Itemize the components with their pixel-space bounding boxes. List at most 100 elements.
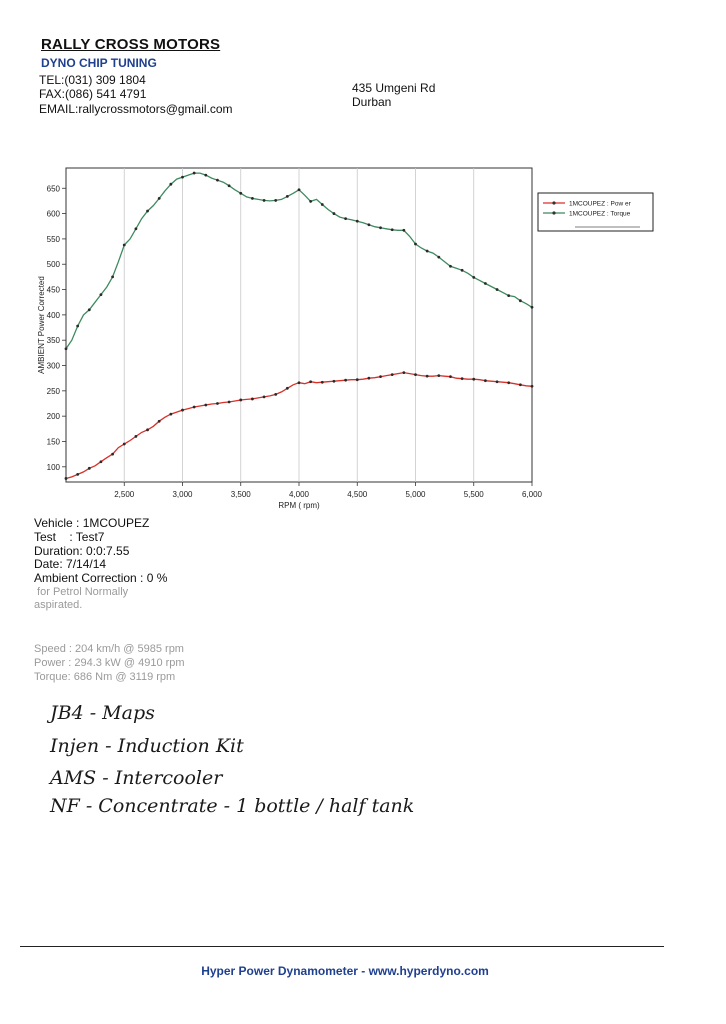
data-point-torque (64, 347, 68, 351)
footer-text: Hyper Power Dynamometer - www.hyperdyno.… (201, 964, 489, 978)
data-point-torque (425, 249, 429, 253)
date-line: Date: 7/14/14 (34, 557, 107, 571)
data-point-power (146, 428, 149, 432)
data-point-power (472, 377, 476, 381)
data-point-torque (530, 305, 534, 309)
legend-marker-torque (552, 211, 556, 215)
data-point-power (484, 379, 487, 383)
data-point-power (76, 473, 80, 476)
data-point-torque (344, 217, 347, 221)
data-point-power (309, 380, 313, 384)
data-point-torque (332, 212, 336, 215)
data-point-power (169, 412, 173, 416)
x-tick-label: 6,000 (522, 490, 543, 499)
y-tick-label: 450 (47, 286, 61, 295)
data-point-torque (239, 191, 243, 195)
company-subtitle: DYNO CHIP TUNING (41, 56, 157, 70)
data-point-torque (146, 209, 149, 213)
peak-speed: Speed : 204 km/h @ 5985 rpm (34, 643, 184, 655)
x-tick-label: 5,000 (405, 490, 426, 499)
data-point-power (99, 460, 103, 464)
y-axis-ticks: 100 150 200 250 300 350 400 450 500 550 600 650 (47, 184, 66, 472)
data-point-torque (414, 242, 417, 246)
data-point-power (262, 395, 266, 399)
address-line-1: 435 Umgeni Rd (352, 81, 436, 95)
y-tick-label: 400 (47, 311, 61, 320)
series-layer (64, 171, 534, 480)
data-point-power (87, 466, 91, 470)
data-point-power (122, 442, 126, 446)
footer-rule (20, 946, 664, 947)
y-tick-label: 200 (47, 412, 61, 421)
data-point-torque (227, 184, 231, 188)
data-point-torque (460, 268, 464, 272)
data-point-torque (320, 203, 324, 206)
x-axis-label: RPM ( rpm) (278, 501, 320, 510)
data-point-torque (297, 188, 301, 192)
data-point-power (157, 419, 161, 423)
data-point-torque (157, 196, 161, 200)
data-point-power (239, 398, 243, 402)
data-point-power (111, 452, 114, 456)
data-point-power (530, 384, 534, 388)
y-tick-label: 250 (47, 387, 61, 396)
data-point-power (181, 408, 184, 412)
y-tick-label: 650 (47, 184, 61, 193)
data-point-torque (111, 275, 114, 279)
handwritten-note: JB4 - Maps (50, 702, 155, 724)
x-tick-label: 4,000 (289, 490, 310, 499)
data-point-torque (76, 324, 80, 328)
handwritten-note: AMS - Intercooler (50, 767, 223, 789)
data-point-torque (216, 178, 219, 182)
data-point-power (251, 397, 254, 401)
data-point-power (355, 378, 359, 382)
vehicle-line: Vehicle : 1MCOUPEZ (34, 516, 150, 530)
ambient-correction-line: Ambient Correction : 0 % (34, 571, 168, 585)
data-point-torque (99, 293, 103, 297)
duration-line: Duration: 0:0:7.55 (34, 544, 130, 558)
x-tick-label: 4,500 (347, 490, 368, 499)
data-point-power (449, 375, 452, 379)
data-point-power (460, 377, 464, 381)
correction-note-1: for Petrol Normally (34, 586, 129, 598)
test-line: Test : Test7 (34, 530, 105, 544)
data-point-torque (367, 223, 371, 227)
data-point-torque (449, 264, 452, 268)
x-tick-label: 5,500 (464, 490, 485, 499)
handwritten-note: Injen - Induction Kit (50, 735, 244, 757)
legend-label-torque: 1MCOUPEZ : Torque (569, 211, 631, 218)
company-name: RALLY CROSS MOTORS (41, 36, 221, 53)
legend-label-power: 1MCOUPEZ : Pow er (569, 201, 632, 208)
y-tick-label: 600 (47, 210, 61, 219)
peak-torque: Torque: 686 Nm @ 3119 rpm (34, 671, 176, 683)
y-tick-label: 100 (47, 463, 61, 472)
y-tick-label: 350 (47, 336, 61, 345)
data-point-torque (379, 226, 382, 230)
data-point-power (274, 392, 278, 396)
data-point-torque (402, 228, 406, 232)
data-point-torque (484, 282, 487, 285)
data-point-torque (437, 255, 441, 259)
data-point-torque (355, 219, 359, 223)
data-point-torque (390, 228, 394, 232)
peak-power: Power : 294.3 kW @ 4910 rpm (34, 657, 185, 669)
handwritten-note: NF - Concentrate - 1 bottle / half tank (50, 795, 415, 817)
address-line-2: Durban (352, 95, 392, 109)
data-point-torque (251, 196, 254, 200)
data-point-power (332, 379, 336, 383)
data-point-torque (87, 308, 91, 312)
data-point-power (204, 403, 208, 407)
data-point-power (437, 374, 441, 378)
data-point-power (285, 386, 289, 390)
data-point-torque (181, 175, 184, 179)
data-point-torque (495, 288, 499, 291)
dyno-chart: 100 150 200 250 300 350 400 450 500 550 600 650 2,5… (37, 167, 654, 510)
x-axis-ticks: 2,500 3,000 3,500 4,000 4,500 5,000 5,500 6,000 (114, 482, 543, 499)
data-point-torque (274, 199, 278, 202)
data-point-power (320, 380, 324, 384)
data-point-torque (122, 243, 126, 247)
x-tick-label: 3,000 (172, 490, 193, 499)
data-point-power (227, 400, 231, 404)
y-tick-label: 150 (47, 437, 61, 446)
contact-tel: TEL:(031) 309 1804 (39, 73, 146, 87)
